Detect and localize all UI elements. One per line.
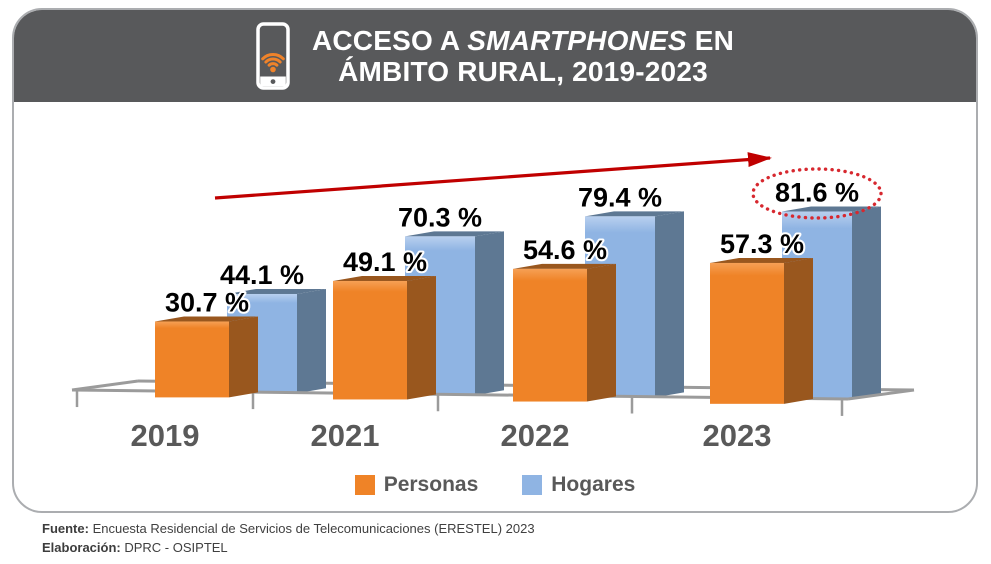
chart-legend: Personas Hogares	[14, 473, 976, 497]
source-label: Fuente:	[42, 521, 89, 536]
wifi-icon	[261, 53, 285, 67]
legend-label-personas: Personas	[383, 473, 479, 496]
elaboration-text: DPRC - OSIPTEL	[120, 540, 228, 555]
title-line-1: ACCESO A SMARTPHONES EN	[312, 25, 734, 56]
elaboration-line: Elaboración: DPRC - OSIPTEL	[42, 538, 535, 557]
title-line-2: ÁMBITO RURAL, 2019-2023	[338, 56, 708, 87]
legend-item-hogares: Hogares	[522, 473, 635, 497]
legend-swatch-hogares	[522, 475, 543, 495]
legend-swatch-personas	[354, 475, 375, 495]
header-band: ACCESO A SMARTPHONES EN ÁMBITO RURAL, 20…	[14, 10, 976, 102]
title-post: EN	[686, 25, 735, 56]
title-pre: ACCESO A	[311, 25, 468, 56]
source-text: Encuesta Residencial de Servicios de Tel…	[88, 521, 535, 536]
chart-title: ACCESO A SMARTPHONES EN ÁMBITO RURAL, 20…	[312, 25, 734, 87]
legend-item-personas: Personas	[354, 473, 479, 497]
legend-label-hogares: Hogares	[551, 473, 636, 496]
title-italic-word: SMARTPHONES	[467, 25, 687, 56]
footer-source: Fuente: Encuesta Residencial de Servicio…	[42, 519, 535, 557]
chart-card: ACCESO A SMARTPHONES EN ÁMBITO RURAL, 20…	[12, 8, 978, 513]
elaboration-label: Elaboración:	[42, 540, 121, 555]
source-line: Fuente: Encuesta Residencial de Servicio…	[42, 519, 535, 538]
smartphone-wifi-icon	[256, 22, 290, 90]
home-button-dot	[270, 79, 276, 84]
